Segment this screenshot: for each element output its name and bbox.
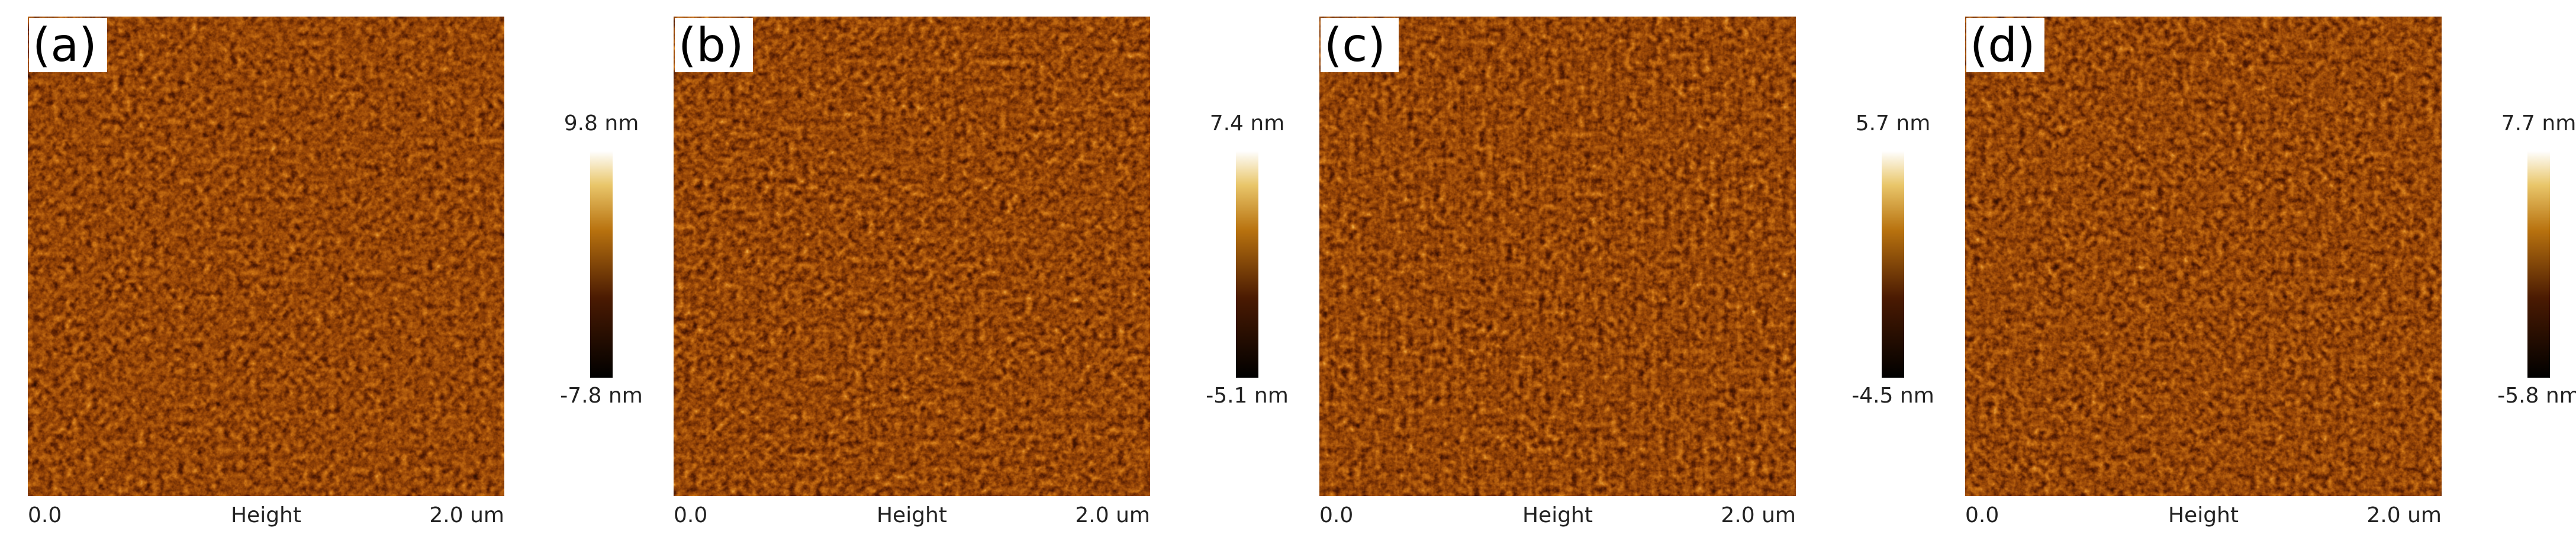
panel-label: (c)	[1324, 19, 1386, 72]
colorbar-max: 7.4 nm	[1210, 111, 1285, 136]
colorbar	[590, 151, 613, 378]
colorbar	[2527, 151, 2550, 378]
label-box	[1966, 18, 2044, 72]
x-start: 0.0	[1319, 503, 1353, 527]
colorbar-max: 5.7 nm	[1856, 111, 1931, 136]
colorbar-max: 7.7 nm	[2501, 111, 2576, 136]
colorbar-min: -5.1 nm	[1206, 384, 1289, 408]
panel-label: (a)	[33, 19, 97, 72]
colorbar-min: -7.8 nm	[560, 384, 643, 408]
x-end: 2.0 um	[429, 503, 504, 527]
x-end: 2.0 um	[2366, 503, 2442, 527]
x-title: Height	[2168, 503, 2239, 527]
label-box	[675, 18, 753, 72]
x-title: Height	[1522, 503, 1593, 527]
x-title: Height	[877, 503, 947, 527]
colorbar	[1882, 151, 1904, 378]
colorbar-max: 9.8 nm	[564, 111, 639, 136]
colorbar	[1236, 151, 1258, 378]
panel-label: (d)	[1970, 19, 2035, 72]
x-end: 2.0 um	[1721, 503, 1796, 527]
x-start: 0.0	[1965, 503, 1999, 527]
panel-label: (b)	[678, 19, 743, 72]
x-end: 2.0 um	[1075, 503, 1150, 527]
x-start: 0.0	[28, 503, 62, 527]
label-box	[29, 18, 107, 72]
afm-image	[1319, 17, 1796, 496]
afm-image	[1965, 17, 2442, 496]
label-box	[1321, 18, 1399, 72]
afm-image	[28, 17, 504, 496]
colorbar-min: -5.8 nm	[2497, 384, 2576, 408]
x-start: 0.0	[674, 503, 707, 527]
x-title: Height	[231, 503, 301, 527]
colorbar-min: -4.5 nm	[1852, 384, 1934, 408]
afm-image	[674, 17, 1150, 496]
